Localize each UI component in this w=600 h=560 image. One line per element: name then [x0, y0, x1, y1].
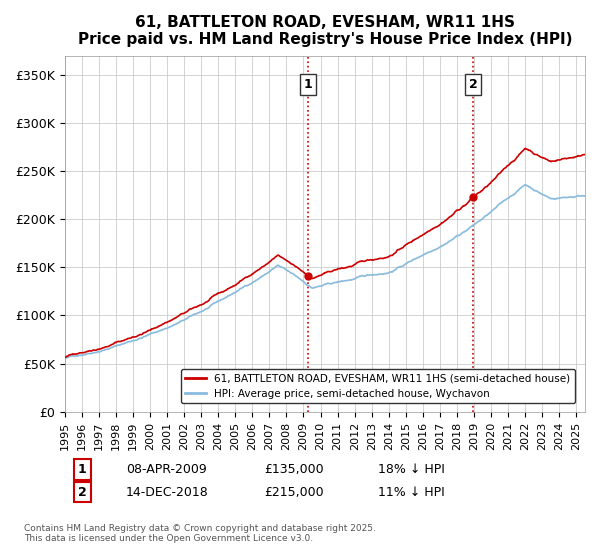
Text: 11% ↓ HPI: 11% ↓ HPI — [378, 486, 445, 498]
Text: 2: 2 — [469, 78, 478, 91]
Title: 61, BATTLETON ROAD, EVESHAM, WR11 1HS
Price paid vs. HM Land Registry's House Pr: 61, BATTLETON ROAD, EVESHAM, WR11 1HS Pr… — [77, 15, 572, 48]
Text: 08-APR-2009: 08-APR-2009 — [126, 463, 207, 476]
Text: £135,000: £135,000 — [264, 463, 323, 476]
Text: Contains HM Land Registry data © Crown copyright and database right 2025.
This d: Contains HM Land Registry data © Crown c… — [24, 524, 376, 543]
Text: 2: 2 — [78, 486, 87, 498]
Text: 18% ↓ HPI: 18% ↓ HPI — [378, 463, 445, 476]
Text: 1: 1 — [304, 78, 313, 91]
Text: £215,000: £215,000 — [264, 486, 323, 498]
Text: 14-DEC-2018: 14-DEC-2018 — [126, 486, 209, 498]
Legend: 61, BATTLETON ROAD, EVESHAM, WR11 1HS (semi-detached house), HPI: Average price,: 61, BATTLETON ROAD, EVESHAM, WR11 1HS (s… — [181, 370, 575, 403]
Text: 1: 1 — [78, 463, 87, 476]
